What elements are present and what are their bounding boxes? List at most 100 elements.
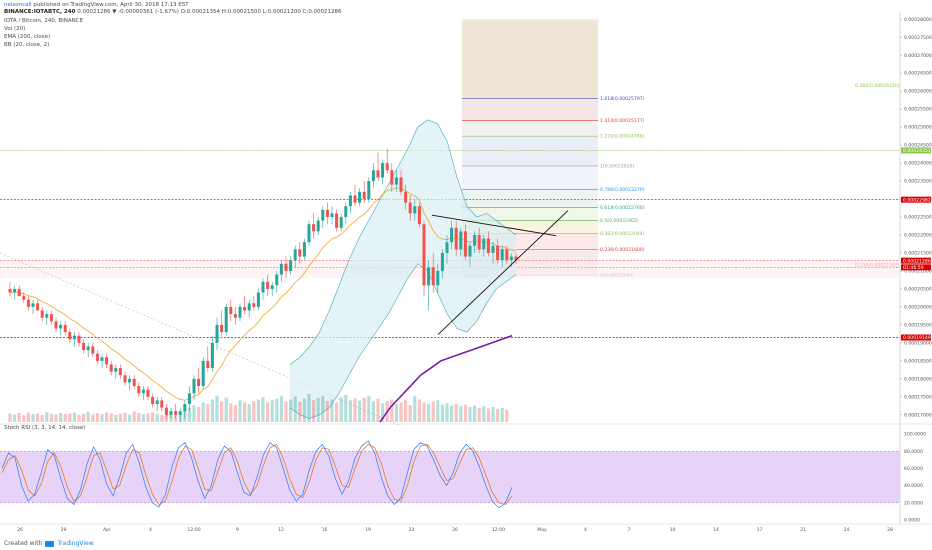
candle-body — [183, 404, 187, 412]
volume-bar — [344, 395, 348, 422]
candle-body — [450, 227, 454, 243]
tradingview-brand[interactable]: TradingView — [57, 540, 94, 547]
fib-label: 0.382(0.00022044) — [600, 231, 645, 237]
candle-body — [275, 274, 279, 286]
candle-body — [206, 360, 210, 369]
candle-body — [197, 378, 201, 387]
candle-body — [169, 411, 173, 415]
volume-bar — [270, 400, 274, 422]
footer: Created with TradingView — [4, 540, 94, 547]
candle-body — [109, 364, 113, 372]
candle-body — [174, 411, 178, 415]
volume-bar — [482, 406, 486, 422]
candle-body — [459, 231, 463, 250]
volume-bar — [284, 401, 288, 422]
candle-body — [427, 267, 431, 286]
candle-body — [509, 256, 513, 261]
candle-body — [54, 321, 58, 329]
fib-zone — [462, 120, 598, 137]
candle-body — [473, 234, 477, 246]
candle-body — [266, 281, 270, 289]
candle-body — [514, 256, 518, 261]
price-tick-label: 0.00027500 — [904, 35, 932, 41]
volume-bar — [325, 401, 329, 422]
volume-bar — [160, 414, 164, 422]
volume-bar — [381, 403, 385, 422]
bollinger-band-fill — [290, 119, 516, 419]
candle-body — [330, 213, 334, 217]
price-tick-label: 0.00017500 — [904, 394, 932, 400]
candle-body — [302, 242, 306, 257]
candle-body — [132, 378, 136, 387]
candle-body — [505, 249, 509, 261]
volume-bar — [201, 402, 205, 422]
candle-body — [422, 224, 426, 286]
volume-bar — [247, 404, 251, 422]
fib-label: 0.5(0.00022402) — [600, 218, 639, 224]
volume-bar — [436, 400, 440, 422]
volume-bar — [109, 413, 113, 422]
volume-bar — [123, 412, 127, 422]
volume-bar — [128, 414, 132, 422]
price-tick-label: 0.00021000 — [904, 269, 932, 275]
volume-bar — [450, 405, 454, 422]
stoch-tick-label: 80.0000 — [904, 449, 923, 455]
volume-bar — [100, 414, 104, 422]
time-tick-label: 10 — [670, 527, 676, 533]
fib-label: 1.618(0.00025797) — [600, 96, 645, 102]
volume-bar — [477, 407, 481, 422]
price-tick-label: 0.00021500 — [904, 251, 932, 257]
volume-bar — [404, 400, 408, 422]
volume-bar — [468, 407, 472, 422]
level-tag-label: 0.00019149 — [903, 335, 931, 341]
fib-zone — [462, 136, 598, 166]
fib-label: 0.786(0.00023270) — [600, 187, 645, 193]
time-tick-label: 26 — [17, 527, 23, 533]
fib-label: 0.618(0.00022760) — [600, 205, 645, 211]
volume-bar — [266, 402, 270, 422]
candle-body — [118, 368, 122, 376]
price-tick-label: 0.00019000 — [904, 340, 932, 346]
published-text: published on TradingView.com, April 30, … — [31, 2, 189, 8]
time-tick-label: 26 — [452, 527, 458, 533]
volume-bar — [413, 395, 417, 422]
volume-bar — [36, 413, 40, 422]
candle-body — [394, 177, 398, 185]
volume-bar — [390, 399, 394, 422]
candle-body — [454, 227, 458, 250]
fib-label: 1(0.00023920) — [600, 163, 634, 169]
candle-body — [86, 346, 90, 351]
fib-zone-top — [462, 19, 598, 99]
stoch-tick-label: 60.0000 — [904, 466, 923, 472]
indicator-bb: BB (20, close, 2) — [4, 42, 50, 48]
author-name[interactable]: nelsoncall — [4, 2, 32, 8]
candle-body — [233, 314, 237, 318]
candle-body — [243, 306, 247, 311]
volume-bar — [298, 401, 302, 422]
time-tick-label: Apr — [103, 527, 111, 533]
candle-body — [482, 238, 486, 250]
stoch-band — [0, 451, 900, 503]
candle-body — [270, 285, 274, 289]
candle-body — [105, 357, 109, 365]
volume-bar — [330, 399, 334, 422]
volume-bar — [316, 398, 320, 422]
volume-bar — [486, 408, 490, 422]
volume-bar — [252, 401, 256, 422]
price-tick-label: 0.00026500 — [904, 71, 932, 77]
candle-body — [220, 324, 224, 333]
volume-bar — [358, 400, 362, 422]
basis-line — [9, 187, 517, 401]
price-tick-label: 0.00024000 — [904, 161, 932, 167]
candle-body — [376, 170, 380, 178]
price-tick-label: 0.00025500 — [904, 107, 932, 113]
volume-bar — [335, 402, 339, 422]
candle-body — [63, 324, 67, 333]
volume-bar — [505, 409, 509, 422]
volume-bar — [307, 393, 311, 422]
fib-label: 1.272(0.00024746) — [600, 134, 645, 140]
time-tick-label: 12:00 — [187, 527, 200, 533]
level-tag-label: 0.00021286 — [903, 258, 931, 264]
tradingview-logo-icon — [45, 540, 55, 547]
